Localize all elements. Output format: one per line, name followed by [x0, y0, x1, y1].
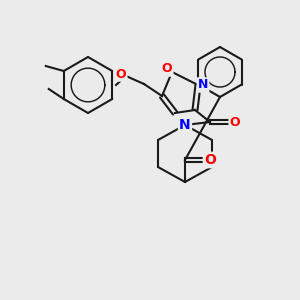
- Text: O: O: [230, 116, 240, 128]
- Text: O: O: [116, 68, 126, 80]
- Text: N: N: [179, 118, 191, 132]
- Text: O: O: [204, 153, 216, 167]
- Text: O: O: [162, 62, 172, 76]
- Text: N: N: [198, 79, 208, 92]
